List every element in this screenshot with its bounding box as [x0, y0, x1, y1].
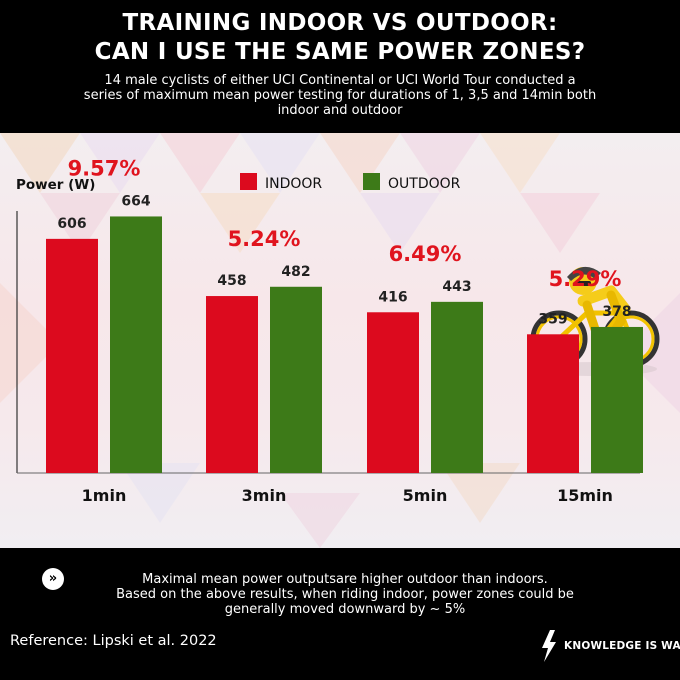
subtitle: 14 male cyclists of either UCI Continent…: [40, 73, 640, 118]
bar-indoor-5min: [367, 312, 419, 473]
conclusion-line-2: Based on the above results, when riding …: [116, 587, 574, 602]
difference-label-3min: 5.24%: [228, 227, 301, 251]
bar-outdoor-15min: [591, 326, 643, 473]
legend: INDOOR OUTDOOR: [240, 173, 461, 192]
chart-panel: Power (W) INDOOR OUTDOOR 606 664 1min 9.57% 4…: [0, 133, 680, 548]
x-tick-label-3min: 3min: [242, 486, 287, 505]
brand-logo: KNOWLEDGE IS WATT: [540, 630, 680, 664]
footer: » Maximal mean power outputsare higher o…: [0, 548, 680, 680]
value-label-indoor-1min: 606: [57, 216, 86, 232]
legend-swatch-outdoor: [363, 173, 380, 190]
x-tick-label-5min: 5min: [403, 486, 448, 505]
value-label-indoor-5min: 416: [378, 289, 407, 305]
difference-label-5min: 6.49%: [389, 242, 462, 266]
y-axis-label: Power (W): [16, 177, 95, 193]
value-label-indoor-3min: 458: [217, 273, 246, 289]
value-label-indoor-15min: 359: [538, 311, 567, 327]
data-labels: 606 664 1min 9.57% 458 482 3min 5.24% 416 443 5min…: [57, 156, 631, 505]
legend-label-outdoor: OUTDOOR: [388, 176, 461, 192]
difference-label-15min: 5.29%: [549, 267, 622, 291]
title-line-2: CAN I USE THE SAME POWER ZONES?: [94, 39, 586, 65]
conclusion-text: Maximal mean power outputsare higher out…: [90, 572, 600, 617]
difference-label-1min: 9.57%: [68, 156, 141, 180]
header: TRAINING INDOOR VS OUTDOOR: CAN I USE TH…: [0, 0, 680, 133]
bar-chart: Power (W) INDOOR OUTDOOR 606 664 1min 9.57% 4…: [16, 156, 643, 505]
lightning-bolt-icon: [542, 630, 556, 662]
conclusion-line-1: Maximal mean power outputsare higher out…: [142, 572, 548, 587]
legend-swatch-indoor: [240, 173, 257, 190]
bar-indoor-3min: [206, 296, 258, 473]
subtitle-line-1: 14 male cyclists of either UCI Continent…: [104, 73, 576, 88]
subtitle-line-3: indoor and outdoor: [277, 103, 403, 118]
bar-outdoor-5min: [431, 301, 483, 473]
legend-label-indoor: INDOOR: [265, 176, 322, 192]
bar-indoor-15min: [527, 334, 579, 473]
x-tick-label-15min: 15min: [557, 486, 613, 505]
chevrons-right-icon[interactable]: »: [42, 568, 64, 590]
bars: [46, 216, 643, 474]
bar-outdoor-1min: [110, 216, 162, 474]
value-label-outdoor-3min: 482: [281, 264, 310, 280]
title-line-1: TRAINING INDOOR VS OUTDOOR:: [122, 10, 558, 36]
page-title: TRAINING INDOOR VS OUTDOOR: CAN I USE TH…: [0, 0, 680, 67]
brand-name: KNOWLEDGE IS WATT: [564, 640, 680, 652]
value-label-outdoor-5min: 443: [442, 279, 471, 295]
x-tick-label-1min: 1min: [82, 486, 127, 505]
bar-outdoor-3min: [270, 286, 322, 473]
background-pattern: [0, 133, 680, 548]
value-label-outdoor-15min: 378: [602, 304, 631, 320]
subtitle-line-2: series of maximum mean power testing for…: [83, 88, 597, 103]
value-label-outdoor-1min: 664: [121, 193, 150, 209]
bar-indoor-1min: [46, 238, 98, 473]
conclusion-line-3: generally moved downward by ~ 5%: [224, 602, 466, 617]
reference-text: Reference: Lipski et al. 2022: [10, 633, 217, 649]
